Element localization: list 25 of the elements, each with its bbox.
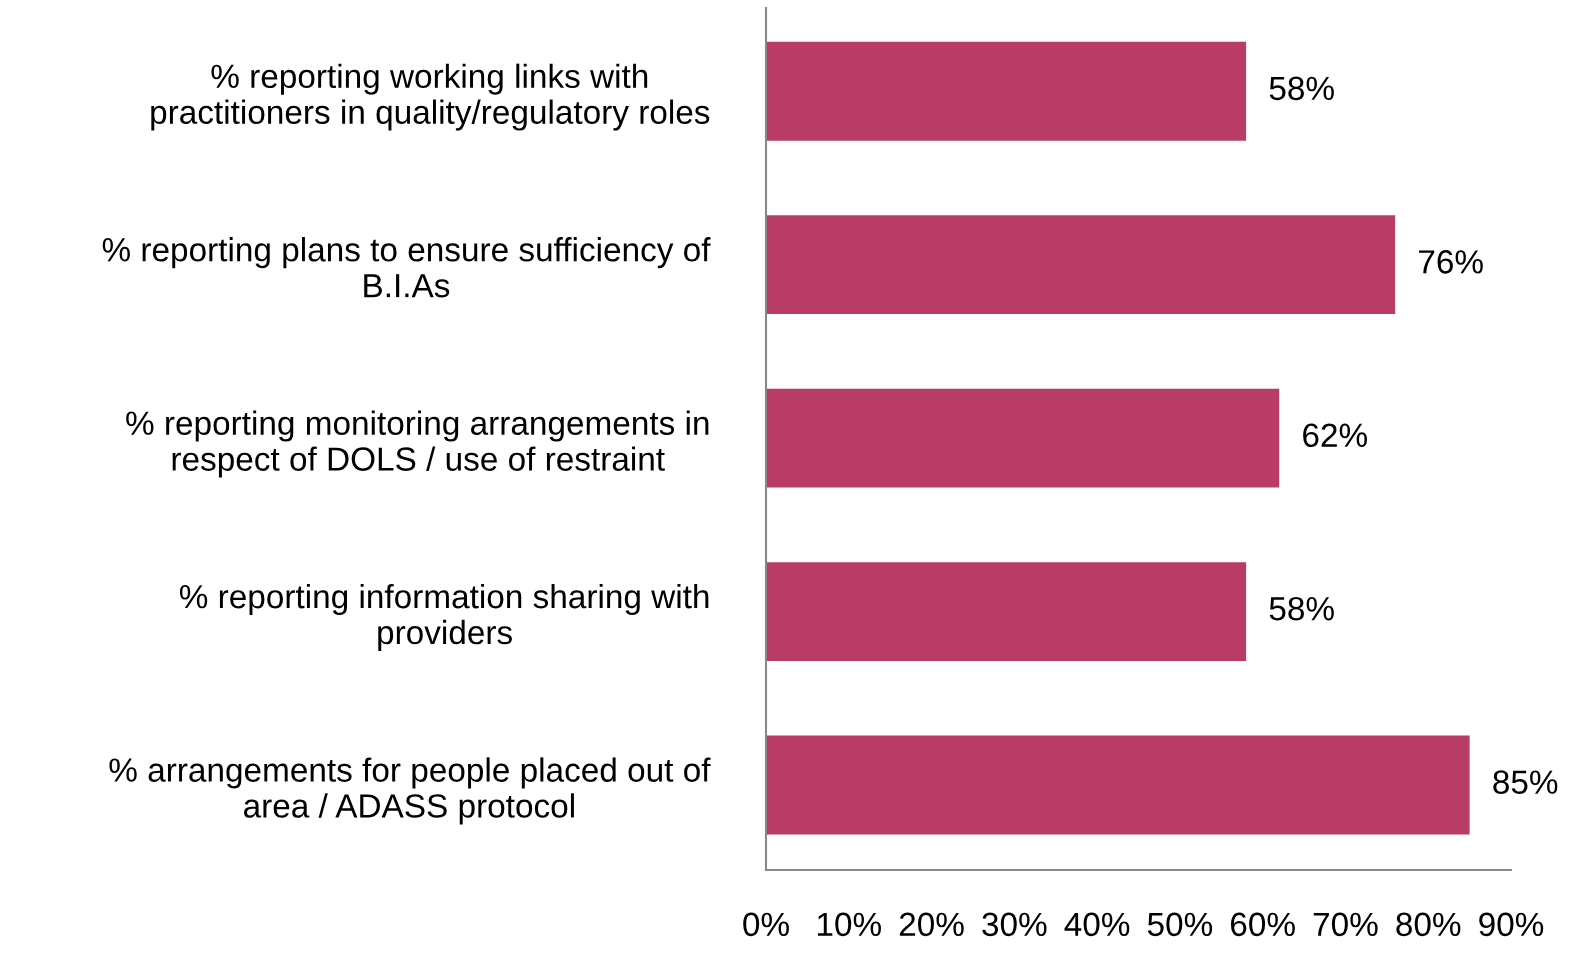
data-label: 62% <box>1303 423 1367 448</box>
bar <box>766 735 1470 835</box>
bar <box>766 215 1396 315</box>
data-label: 76% <box>1419 250 1483 274</box>
bar <box>766 562 1247 661</box>
x-tick-label: 40% <box>1064 912 1130 937</box>
y-tick-label: % reporting plans to ensure sufficiency of B.I.As <box>102 237 711 298</box>
x-tick-label: 90% <box>1479 912 1544 937</box>
x-tick-label: 50% <box>1147 912 1213 937</box>
x-tick-label: 10% <box>817 912 881 937</box>
y-tick-label: % arrangements for people placed out of area / ADASS protocol <box>109 757 711 825</box>
x-tick-label: 0% <box>743 912 789 937</box>
data-label: 85% <box>1493 770 1558 794</box>
x-tick-label: 30% <box>982 912 1047 937</box>
y-tick-label: % reporting monitoring arrangements in respect of DOLS / use of restraint <box>126 410 709 478</box>
data-label: 58% <box>1269 76 1334 101</box>
x-tick-label: 60% <box>1231 912 1295 937</box>
x-tick-label: 70% <box>1313 912 1378 937</box>
y-tick-label: % reporting information sharing with providers <box>179 583 709 651</box>
y-tick-label: % reporting working links with practitioners in quality/regulatory roles <box>151 63 710 131</box>
data-label: 58% <box>1269 596 1334 621</box>
x-tick-label: 80% <box>1396 912 1461 937</box>
x-tick-label: 20% <box>899 912 964 937</box>
bar <box>766 388 1280 488</box>
bar <box>766 41 1247 141</box>
